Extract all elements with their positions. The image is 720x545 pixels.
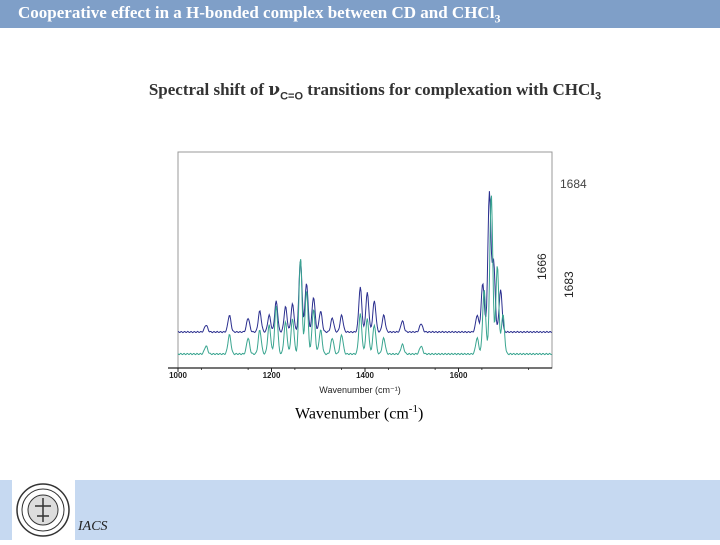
x-axis-title-large: Wavenumber (cm-1) bbox=[295, 403, 423, 423]
institute-seal-icon bbox=[16, 483, 70, 537]
x-tick-label-1200: 1200 bbox=[263, 371, 281, 380]
footer-bar bbox=[0, 480, 720, 540]
x-axis-title-close: ) bbox=[417, 405, 424, 423]
plot-frame bbox=[177, 151, 553, 369]
x-tick-label-1400: 1400 bbox=[356, 371, 374, 380]
slide-subtitle: Spectral shift of νC=O transitions for c… bbox=[0, 80, 720, 102]
x-axis-label-small: Wavenumber (cm⁻¹) bbox=[319, 385, 400, 395]
annotation-1684: 1684 bbox=[560, 177, 587, 191]
spectrum-series-2 bbox=[177, 195, 552, 356]
x-tick-label-1600: 1600 bbox=[450, 371, 468, 380]
logo-box bbox=[0, 480, 75, 540]
subtitle-prefix: Spectral shift of bbox=[148, 80, 269, 99]
title-bar: Cooperative effect in a H-bonded complex… bbox=[0, 0, 720, 28]
subtitle-suffix: transitions for complexation with CHCl bbox=[303, 80, 596, 99]
spectrum-series-1 bbox=[177, 191, 553, 334]
slide-title: Cooperative effect in a H-bonded complex… bbox=[18, 3, 500, 26]
subtitle-nu-subscript: C=O bbox=[280, 90, 304, 103]
x-tick-label-1000: 1000 bbox=[169, 371, 187, 380]
subtitle-suffix-subscript: 3 bbox=[595, 90, 602, 103]
slide-title-subscript: 3 bbox=[494, 11, 501, 26]
x-axis-title-sup: -1 bbox=[408, 403, 418, 415]
logo-side-strip bbox=[0, 480, 12, 540]
x-axis-title-text: Wavenumber (cm bbox=[295, 405, 409, 423]
slide-title-text: Cooperative effect in a H-bonded complex… bbox=[18, 3, 495, 22]
footer-institute-label: IACS bbox=[78, 519, 108, 534]
annotation-1683: 1683 bbox=[562, 271, 576, 298]
annotation-1666: 1666 bbox=[535, 253, 549, 280]
subtitle-nu: ν bbox=[268, 80, 281, 100]
